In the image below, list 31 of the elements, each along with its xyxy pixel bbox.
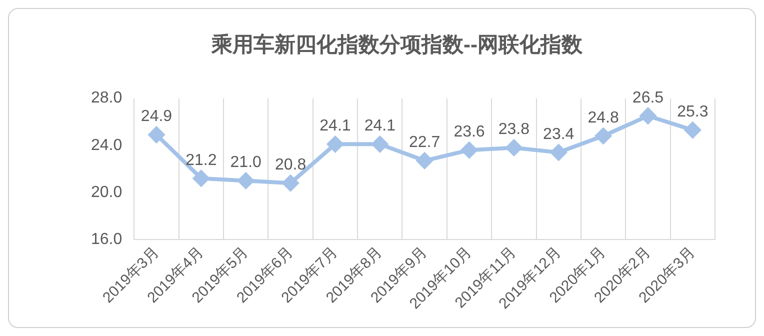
y-tick-label: 20.0 <box>91 184 122 201</box>
data-label: 24.1 <box>320 118 351 135</box>
data-label: 26.5 <box>632 89 664 106</box>
point <box>193 170 210 186</box>
y-tick-label: 16.0 <box>91 231 122 248</box>
y-tick-label: 28.0 <box>91 90 122 107</box>
data-label: 21.0 <box>230 154 262 172</box>
chart-title: 乘用车新四化指数分项指数--网联化指数 <box>210 32 584 56</box>
data-label: 24.9 <box>140 108 172 126</box>
data-label: 23.6 <box>454 123 485 140</box>
data-label: 25.3 <box>677 103 708 120</box>
point <box>684 122 701 138</box>
data-label: 22.7 <box>409 134 440 152</box>
point <box>461 142 478 158</box>
point <box>640 108 656 124</box>
data-label: 23.4 <box>543 126 574 143</box>
point <box>550 144 567 160</box>
point <box>148 126 164 143</box>
point <box>595 128 612 144</box>
data-label: 24.1 <box>364 118 396 135</box>
point <box>327 136 344 152</box>
y-tick-label: 24.0 <box>91 136 122 154</box>
point <box>372 136 388 152</box>
data-label: 20.8 <box>274 156 306 174</box>
data-label: 21.2 <box>186 152 217 169</box>
data-label: 23.8 <box>498 121 530 138</box>
point <box>238 172 254 189</box>
point <box>416 152 433 169</box>
point <box>506 140 522 156</box>
point <box>282 175 299 192</box>
data-label: 24.8 <box>588 109 619 126</box>
